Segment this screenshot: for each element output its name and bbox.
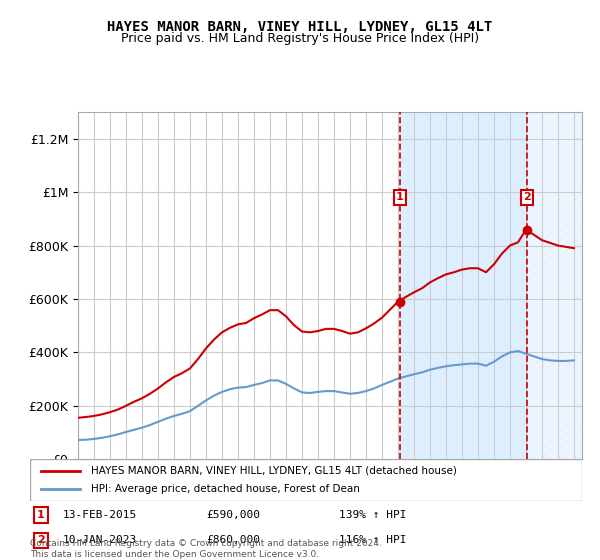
Text: 10-JAN-2023: 10-JAN-2023	[63, 535, 137, 545]
Text: 139% ↑ HPI: 139% ↑ HPI	[339, 510, 407, 520]
Text: Price paid vs. HM Land Registry's House Price Index (HPI): Price paid vs. HM Land Registry's House …	[121, 32, 479, 45]
Text: HAYES MANOR BARN, VINEY HILL, LYDNEY, GL15 4LT (detached house): HAYES MANOR BARN, VINEY HILL, LYDNEY, GL…	[91, 466, 457, 476]
Text: £860,000: £860,000	[206, 535, 260, 545]
Bar	[527, 112, 582, 459]
Text: 2: 2	[37, 535, 45, 545]
Text: 1: 1	[396, 193, 403, 203]
Text: HAYES MANOR BARN, VINEY HILL, LYDNEY, GL15 4LT: HAYES MANOR BARN, VINEY HILL, LYDNEY, GL…	[107, 20, 493, 34]
Bar	[400, 112, 527, 459]
Text: £590,000: £590,000	[206, 510, 260, 520]
Text: 116% ↑ HPI: 116% ↑ HPI	[339, 535, 407, 545]
Text: 2: 2	[523, 193, 530, 203]
Text: 1: 1	[37, 510, 45, 520]
FancyBboxPatch shape	[30, 459, 582, 501]
Text: HPI: Average price, detached house, Forest of Dean: HPI: Average price, detached house, Fore…	[91, 484, 359, 494]
Text: Contains HM Land Registry data © Crown copyright and database right 2024.
This d: Contains HM Land Registry data © Crown c…	[30, 539, 382, 559]
Text: 13-FEB-2015: 13-FEB-2015	[63, 510, 137, 520]
